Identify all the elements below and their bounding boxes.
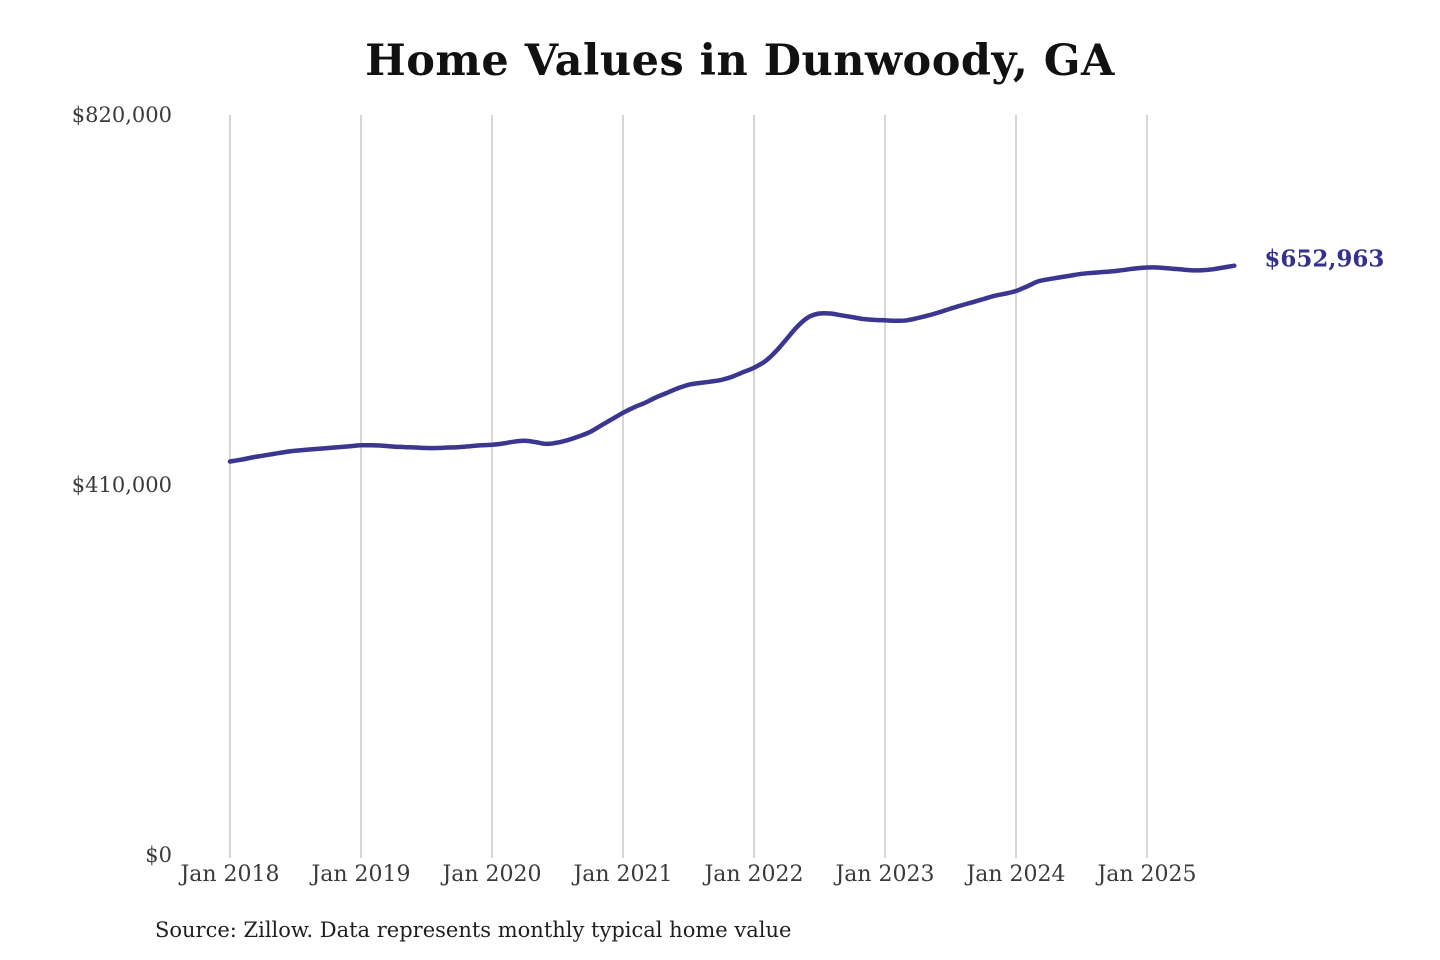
end-value-label: $652,963 xyxy=(1264,245,1385,273)
x-axis-tick-label: Jan 2024 xyxy=(964,862,1065,887)
x-axis-tick-label: Jan 2021 xyxy=(571,862,672,887)
x-axis-tick-label: Jan 2018 xyxy=(178,862,279,887)
source-note: Source: Zillow. Data represents monthly … xyxy=(155,918,792,942)
x-axis-tick-label: Jan 2020 xyxy=(440,862,541,887)
x-axis-tick-label: Jan 2025 xyxy=(1095,862,1196,887)
x-axis-tick-label: Jan 2019 xyxy=(309,862,410,887)
y-axis-tick-label: $820,000 xyxy=(72,103,172,127)
home-value-line xyxy=(227,263,1237,464)
y-axis-tick-label: $410,000 xyxy=(72,473,172,497)
y-axis-tick-label: $0 xyxy=(145,843,172,867)
x-axis-tick-label: Jan 2023 xyxy=(833,862,934,887)
chart-title: Home Values in Dunwoody, GA xyxy=(365,36,1115,86)
x-axis-tick-label: Jan 2022 xyxy=(702,862,803,887)
